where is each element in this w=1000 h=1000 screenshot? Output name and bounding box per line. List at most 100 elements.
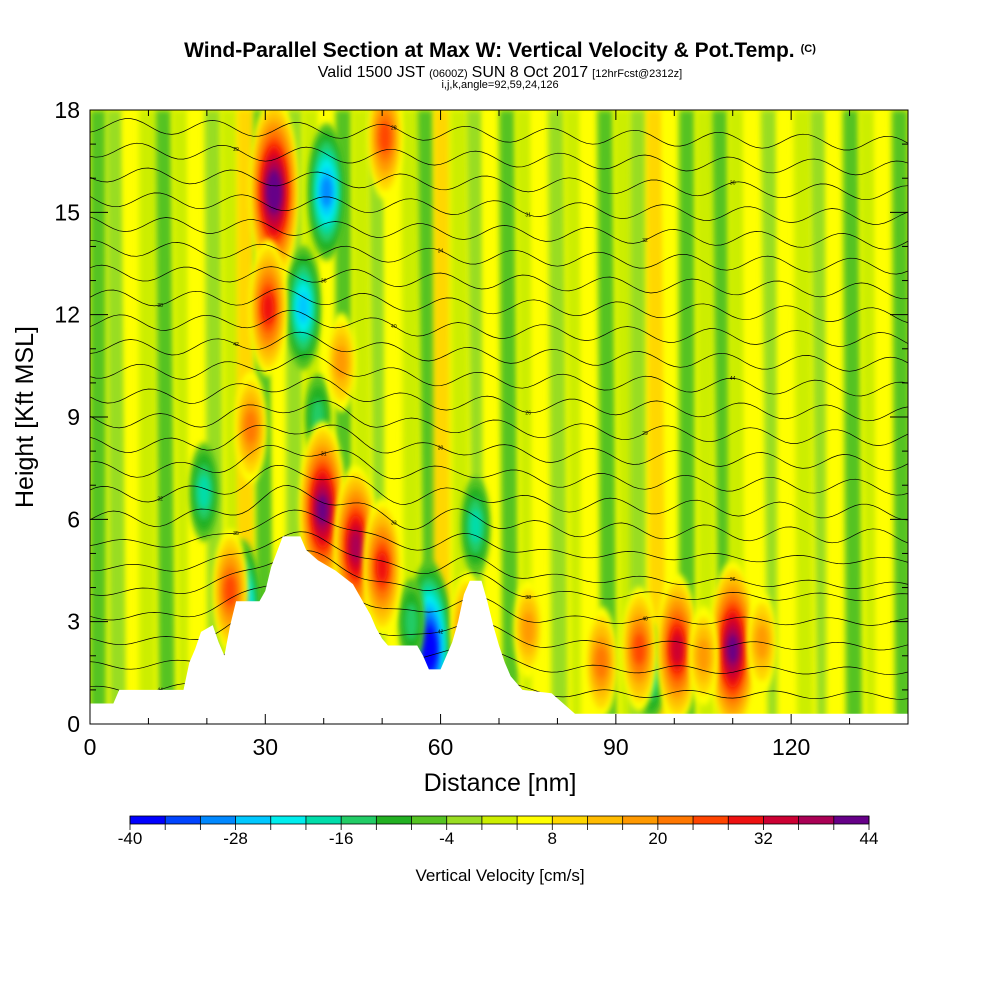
colorbar-swatch [235,816,272,824]
colorbar-swatch [481,816,518,824]
isentrope-line [90,288,908,324]
updraft-cell [688,606,719,706]
isentrope-label: 38 [157,303,163,309]
velocity-band [629,110,647,724]
isentrope-label: 44 [730,376,736,382]
isentrope-line [90,353,908,397]
colorbar: -40 -28 -16 -4 8 20 32 44 [118,815,879,848]
colorbar-swatch [411,816,448,824]
updraft-level [224,575,236,607]
colorbar-tick-label: -28 [223,829,248,848]
updraft-cell [513,578,543,679]
updraft-level [727,634,738,664]
velocity-band [678,110,696,724]
downdraft-level [297,292,309,324]
isentrope-label: 42 [438,630,444,636]
colorbar-swatch [376,816,413,824]
colorbar-swatch [622,816,659,824]
isentrope-label: 29 [233,147,239,153]
colorbar-label: Vertical Velocity [cm/s] [415,866,584,885]
isentrope-label: 26 [525,411,531,417]
downdraft-cell [189,442,219,542]
isentrope-line [90,240,908,275]
velocity-band [580,110,598,724]
isentrope-line [90,331,908,372]
velocity-band [499,110,519,724]
velocity-band [597,110,618,724]
isentrope-line [90,264,908,300]
y-tick-label: 6 [67,506,80,532]
chart-valid-time: Valid 1500 JST (0600Z) SUN 8 Oct 2017 [12hr… [318,64,682,81]
updraft-cell [299,421,346,598]
isentrope-label: 40 [391,324,397,330]
velocity-band [106,110,127,724]
isentrope-label: 42 [233,342,239,348]
isentrope-line [90,376,908,422]
downdraft-level [321,176,332,207]
downdraft-cell [285,245,321,371]
updraft-cell [249,239,288,377]
colorbar-swatch [517,816,553,824]
isentrope-label: 33 [391,520,397,526]
y-tick-label: 15 [54,199,80,225]
isentrope-label: 36 [730,577,736,583]
colorbar-tick-label: 44 [860,829,879,848]
velocity-band [449,110,470,724]
updraft-level [522,611,535,646]
y-tick-label: 9 [67,404,80,430]
isentrope-line [90,192,908,225]
colorbar-swatch [833,816,870,824]
colorbar-tick-label: -40 [118,829,143,848]
colorbar-tick-label: -16 [329,829,354,848]
isentrope-line [90,509,908,565]
isentrope-line [90,118,908,151]
isentrope-label: 32 [157,497,163,503]
isentrope-label: 34 [438,249,444,255]
potential-temperature-contours: 4444424038363533323130292644424038363432… [90,118,908,700]
updraft-level [379,121,391,153]
isentrope-label: 40 [642,616,648,622]
colorbar-tick-label: 32 [754,829,773,848]
isentrope-label: 28 [391,125,397,131]
velocity-band [842,110,863,724]
updraft-cell [621,586,657,712]
updraft-cell [657,573,698,724]
velocity-band [482,110,499,724]
velocity-band [744,110,765,724]
isentrope-label: 35 [233,531,239,537]
updraft-level [697,638,710,673]
isentrope-line [90,573,908,626]
isentrope-label: 30 [730,180,736,186]
x-tick-label: 0 [84,734,97,760]
updraft-cell [709,560,756,724]
colorbar-tick-label: 8 [548,829,557,848]
isentrope-line [90,464,908,521]
downdraft-level [469,509,482,544]
x-tick-label: 30 [252,734,278,760]
isentrope-line [90,216,908,250]
velocity-band [695,110,716,724]
velocity-band [400,110,421,724]
isentrope-line [90,424,908,471]
isentrope-label: 31 [321,452,327,458]
isentrope-label: 36 [321,278,327,284]
colorbar-swatch [587,816,624,824]
colorbar-swatch [305,816,342,824]
velocity-band [531,110,549,724]
colorbar-swatch [657,816,694,824]
terrain-mask [90,536,908,724]
updraft-level [672,634,683,664]
updraft-level [262,292,274,323]
updraft-level [595,646,607,679]
isentrope-line [90,309,908,347]
colorbar-swatch [728,816,764,824]
velocity-band [548,110,568,724]
velocity-band [777,110,794,724]
isentrope-label: 38 [525,595,531,601]
colorbar-swatch [446,816,483,824]
chart-indices: i,j,k,angle=92,59,24,126 [441,79,558,91]
isentrope-line [90,400,908,446]
colorbar-swatch [552,816,588,824]
velocity-band [155,110,176,724]
